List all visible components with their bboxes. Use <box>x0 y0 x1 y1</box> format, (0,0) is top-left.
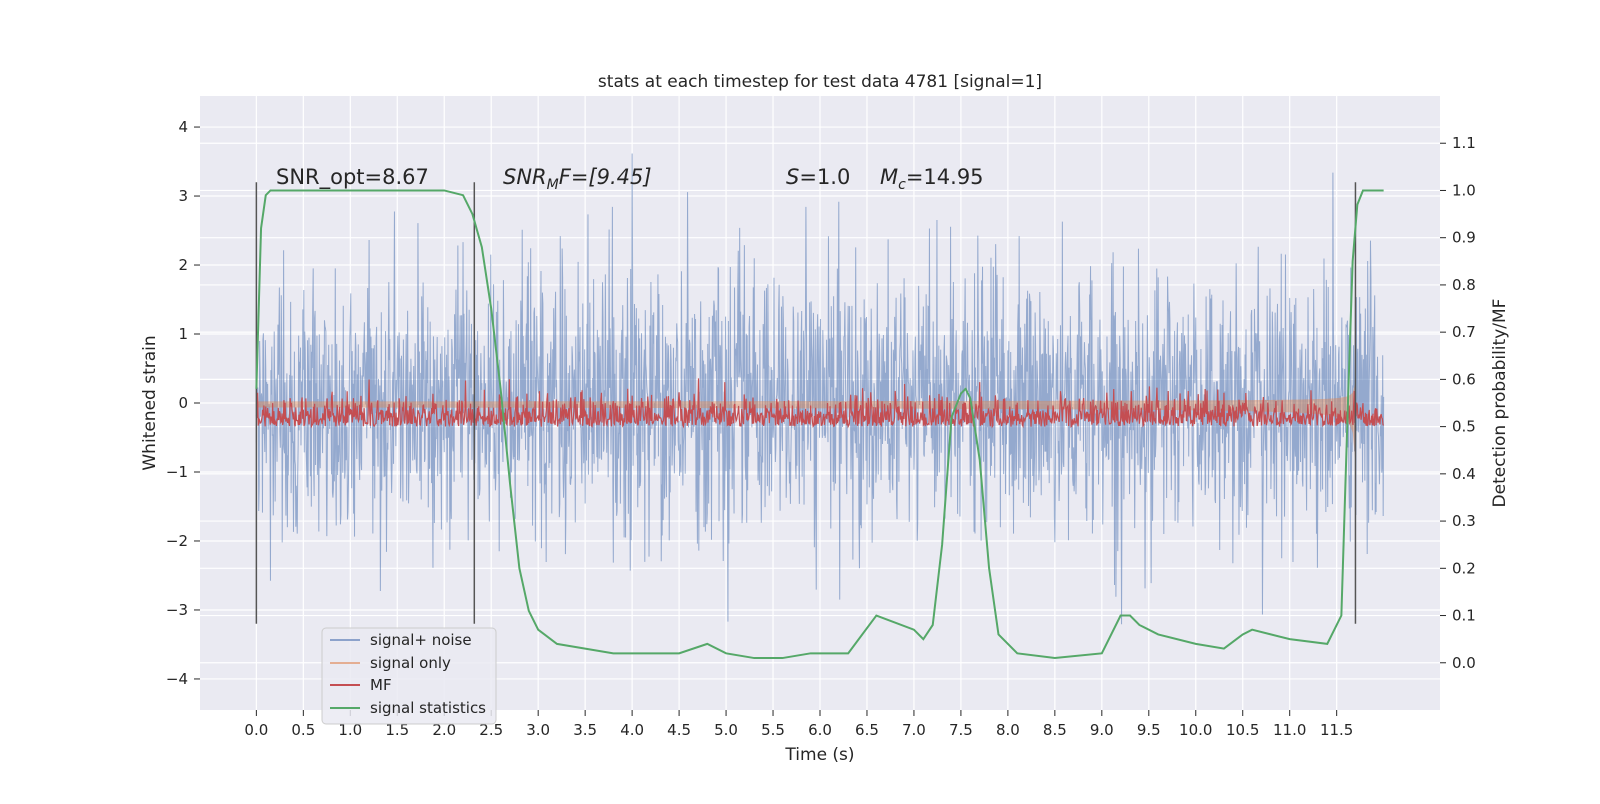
y2-tick-label: 0.3 <box>1452 512 1476 530</box>
y-tick-label: 1 <box>178 325 188 343</box>
mf-series <box>255 378 1385 429</box>
x-tick-label: 4.0 <box>620 721 644 739</box>
y2-tick-label: 0.2 <box>1452 559 1476 577</box>
annotation-mc: Mc=14.95 <box>880 165 984 193</box>
x-tick-label: 0.0 <box>244 721 268 739</box>
y2-tick-label: 0.1 <box>1452 607 1476 625</box>
y2-tick-label: 0.9 <box>1452 229 1476 247</box>
x-tick-label: 3.5 <box>573 721 597 739</box>
y2-axis-label: Detection probability/MF <box>1490 299 1510 508</box>
y-tick-label: 0 <box>178 394 188 412</box>
x-tick-label: 3.0 <box>526 721 550 739</box>
legend-label-signal-statistics: signal statistics <box>370 699 486 717</box>
annotation-s-value: =1.0 <box>799 165 850 189</box>
y2-tick-label: 0.6 <box>1452 370 1476 388</box>
annotation-snr-mf: SNRMF=[9.45] <box>503 165 652 193</box>
y-tick-label: 3 <box>178 187 188 205</box>
y-tick-label: −1 <box>166 463 188 481</box>
signal-noise-series <box>255 153 1385 625</box>
x-tick-label: 9.0 <box>1090 721 1114 739</box>
y2-tick-label: 0.0 <box>1452 654 1476 672</box>
x-tick-label: 7.0 <box>902 721 926 739</box>
x-tick-label: 2.5 <box>479 721 503 739</box>
x-tick-label: 5.0 <box>714 721 738 739</box>
x-tick-label: 7.5 <box>949 721 973 739</box>
y2-tick-label: 1.0 <box>1452 181 1476 199</box>
annotation-snr-opt: SNR_opt=8.67 <box>276 165 429 190</box>
x-tick-label: 6.5 <box>855 721 879 739</box>
y-tick-label: 4 <box>178 118 188 136</box>
x-tick-label: 10.5 <box>1226 721 1259 739</box>
chart-title: stats at each timestep for test data 478… <box>598 72 1042 92</box>
signal-only-band <box>256 382 1356 463</box>
annotation-s: S=1.0 <box>786 165 850 189</box>
x-tick-label: 0.5 <box>291 721 315 739</box>
annotation-mc-subscript: c <box>898 177 906 193</box>
x-tick-label: 2.0 <box>432 721 456 739</box>
annotation-s-symbol: S <box>786 165 799 189</box>
annotation-mc-symbol: M <box>880 165 898 189</box>
x-tick-label: 1.0 <box>338 721 362 739</box>
mf-line <box>255 378 1385 429</box>
signal-statistics-line <box>255 189 1384 660</box>
legend-label-signal-only: signal only <box>370 654 451 672</box>
x-tick-label: 1.5 <box>385 721 409 739</box>
x-tick-label: 11.5 <box>1320 721 1353 739</box>
y-tick-label: −2 <box>166 532 188 550</box>
signal-only-series <box>256 382 1356 463</box>
x-tick-label: 4.5 <box>667 721 691 739</box>
y2-tick-label: 0.4 <box>1452 465 1476 483</box>
legend-box <box>321 627 497 725</box>
y2-tick-label: 1.1 <box>1452 134 1476 152</box>
axis-ticks: 0.0 0.5 1.0 1.5 2.0 2.5 3.0 3.5 4.0 4.5 5.0 5.5 6.0 6… <box>166 118 1476 739</box>
y-tick-label: 2 <box>178 256 188 274</box>
x-tick-label: 6.0 <box>808 721 832 739</box>
legend: signal+ noise signal only MF signal stat… <box>321 627 497 725</box>
annotation-mc-value: =14.95 <box>906 165 984 189</box>
x-tick-label: 11.0 <box>1273 721 1306 739</box>
window-markers <box>255 182 1357 624</box>
annotation-snr-mf-subscript: M <box>547 177 559 193</box>
x-tick-label: 8.0 <box>996 721 1020 739</box>
legend-label-mf: MF <box>370 676 392 694</box>
y-tick-label: −3 <box>166 601 188 619</box>
y2-tick-label: 0.5 <box>1452 418 1476 436</box>
x-tick-label: 5.5 <box>761 721 785 739</box>
x-tick-label: 8.5 <box>1043 721 1067 739</box>
legend-label-signal-noise: signal+ noise <box>370 631 472 649</box>
annotation-snr-mf-value: F=[9.45] <box>559 165 652 189</box>
y2-tick-label: 0.7 <box>1452 323 1476 341</box>
y-axis-label: Whitened strain <box>140 335 160 470</box>
y2-tick-label: 0.8 <box>1452 276 1476 294</box>
y-tick-label: −4 <box>166 670 188 688</box>
x-tick-label: 9.5 <box>1137 721 1161 739</box>
signal-noise-line <box>255 153 1385 625</box>
x-axis-label: Time (s) <box>784 745 854 765</box>
signal-statistics-series <box>255 189 1384 660</box>
x-tick-label: 10.0 <box>1179 721 1212 739</box>
annotation-snr-mf-symbol: SNR <box>503 165 547 189</box>
